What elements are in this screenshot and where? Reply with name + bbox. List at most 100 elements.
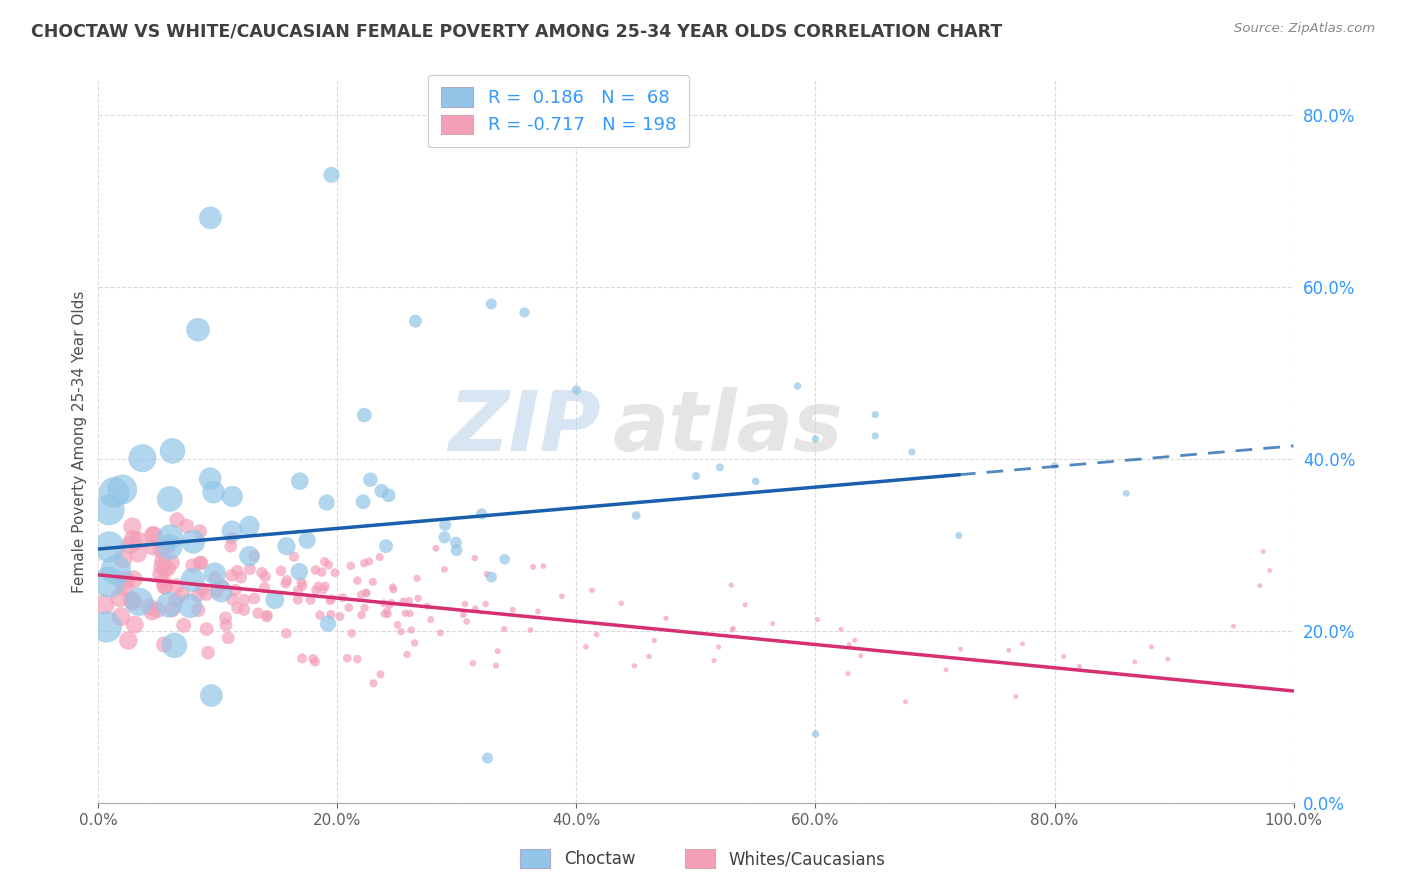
Text: Source: ZipAtlas.com: Source: ZipAtlas.com <box>1234 22 1375 36</box>
Legend: R =  0.186   N =  68, R = -0.717   N = 198: R = 0.186 N = 68, R = -0.717 N = 198 <box>429 75 689 147</box>
Point <box>368 550 391 565</box>
Point <box>153 579 176 593</box>
Point <box>471 507 494 521</box>
Point <box>253 581 276 595</box>
Point <box>370 483 392 498</box>
Point <box>157 598 180 612</box>
Point <box>416 599 439 614</box>
Point <box>256 609 278 624</box>
Point <box>302 652 325 666</box>
Point <box>122 572 145 586</box>
Point <box>197 646 219 660</box>
Point <box>157 561 180 575</box>
Point <box>350 588 373 602</box>
Point <box>291 579 314 593</box>
Point <box>291 651 314 665</box>
Point <box>217 631 239 645</box>
Point <box>314 579 336 593</box>
Point <box>98 575 121 590</box>
Point <box>108 591 131 605</box>
Point <box>346 652 368 666</box>
Point <box>513 305 536 319</box>
Point <box>444 535 467 549</box>
Point <box>239 562 262 576</box>
Point <box>359 473 381 487</box>
Point <box>305 582 328 597</box>
Point <box>276 626 298 640</box>
Point <box>211 578 233 592</box>
Point <box>159 530 181 544</box>
Point <box>461 657 484 671</box>
Point <box>221 490 243 504</box>
Point <box>373 607 395 621</box>
Point <box>153 638 176 652</box>
Point <box>104 563 127 577</box>
Point <box>181 558 204 573</box>
Point <box>453 607 475 622</box>
Point <box>1251 544 1274 558</box>
Point <box>179 599 201 613</box>
Point <box>387 617 409 632</box>
Point <box>287 592 309 607</box>
Point <box>707 640 730 654</box>
Point <box>229 570 252 584</box>
Point <box>200 689 222 703</box>
Point <box>166 513 188 527</box>
Text: CHOCTAW VS WHITE/CAUCASIAN FEMALE POVERTY AMONG 25-34 YEAR OLDS CORRELATION CHAR: CHOCTAW VS WHITE/CAUCASIAN FEMALE POVERT… <box>31 22 1002 40</box>
Point <box>446 543 468 558</box>
Point <box>141 605 163 619</box>
Point <box>494 552 516 566</box>
Point <box>1011 637 1033 651</box>
Point <box>190 556 212 570</box>
Point <box>128 595 150 609</box>
Point <box>173 618 195 632</box>
Point <box>1069 659 1091 673</box>
Point <box>124 617 146 632</box>
Point <box>394 606 416 620</box>
Point <box>610 596 633 610</box>
Point <box>429 625 451 640</box>
Point <box>332 591 354 605</box>
Point <box>117 633 139 648</box>
Point <box>162 444 184 458</box>
Point <box>238 519 260 533</box>
Point <box>309 608 332 623</box>
Point <box>165 593 187 607</box>
Point <box>221 592 243 607</box>
Point <box>187 588 209 602</box>
Point <box>176 519 198 533</box>
Point <box>454 597 477 611</box>
Point <box>256 608 278 623</box>
Point <box>585 627 607 641</box>
Point <box>377 607 399 622</box>
Point <box>112 579 135 593</box>
Point <box>474 597 496 611</box>
Point <box>127 533 149 548</box>
Point <box>565 383 588 397</box>
Point <box>215 618 238 632</box>
Point <box>160 602 183 616</box>
Point <box>375 539 398 553</box>
Point <box>247 606 270 620</box>
Point <box>250 566 273 580</box>
Point <box>323 566 346 580</box>
Legend: Choctaw, Whites/Caucasians: Choctaw, Whites/Caucasians <box>513 843 893 875</box>
Point <box>353 556 375 570</box>
Point <box>96 620 118 634</box>
Point <box>720 578 742 592</box>
Point <box>721 623 744 637</box>
Point <box>1115 486 1137 500</box>
Point <box>522 560 544 574</box>
Point <box>1249 579 1271 593</box>
Point <box>166 579 188 593</box>
Point <box>316 616 339 631</box>
Point <box>226 564 249 578</box>
Point <box>98 502 121 516</box>
Point <box>103 485 125 500</box>
Point <box>187 603 209 617</box>
Point <box>643 633 665 648</box>
Point <box>307 579 329 593</box>
Point <box>188 556 211 570</box>
Point <box>352 495 374 509</box>
Point <box>321 168 343 182</box>
